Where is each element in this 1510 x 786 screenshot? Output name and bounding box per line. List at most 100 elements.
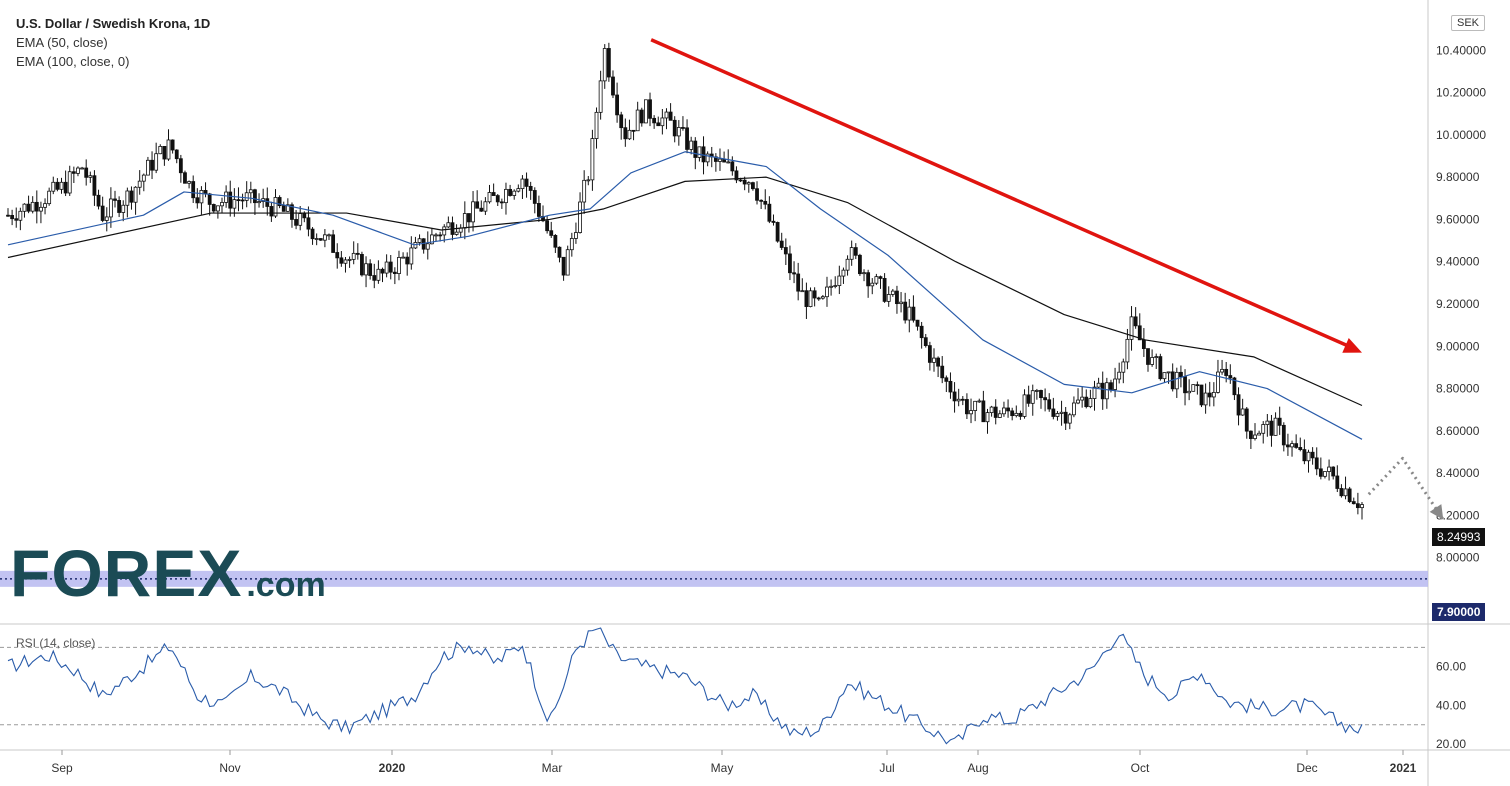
candle-body [561,256,566,276]
candle-body [598,80,603,113]
candle-body [1265,420,1270,425]
candle-body [30,201,35,212]
logo-suffix: .com [246,566,326,604]
candle-body [1331,466,1336,477]
candle-body [1232,377,1237,396]
candle-body [397,257,401,274]
candle-body [1191,384,1196,392]
price-tick-label: 8.60000 [1436,424,1480,438]
price-tick-label: 10.20000 [1436,86,1486,100]
candle-body [392,271,397,274]
candle-body [199,190,204,204]
candle-body [1207,392,1212,398]
candle-body [34,201,39,212]
candle-body [100,205,105,221]
candle-body [150,159,154,171]
candle-body [257,201,261,204]
candle-body [372,275,377,281]
currency-badge[interactable]: SEK [1451,15,1486,31]
candle-body [1343,488,1348,497]
candle-body [47,190,52,205]
candle-body [718,158,722,162]
candle-body [948,380,953,393]
candle-body [944,377,949,382]
time-tick-label: 2021 [1390,761,1417,775]
time-tick-label: Mar [542,761,563,775]
candle-body [1133,316,1138,327]
candle-body [940,365,945,379]
candle-body [911,306,916,321]
candle-body [117,200,122,213]
candle-body [429,234,434,245]
candle-body [660,117,665,127]
time-tick-label: Aug [967,761,988,775]
candle-body [816,297,821,300]
candle-body [681,127,685,129]
candle-body [1030,390,1035,404]
candle-body [290,204,294,220]
candle-body [187,181,191,184]
candle-body [878,276,883,279]
candle-body [969,410,973,415]
candle-body [232,199,237,209]
candle-body [1109,382,1113,390]
candle-body [775,222,780,242]
candle-body [578,201,582,233]
candle-body [837,275,842,286]
candle-body [92,175,97,196]
candle-body [845,258,850,271]
candle-body [1100,382,1105,400]
chart-legend: U.S. Dollar / Swedish Krona, 1D EMA (50,… [16,14,210,71]
candle-body [1351,501,1356,505]
candle-body [14,218,19,221]
candle-body [51,181,56,192]
candle-body [627,129,632,140]
candle-body [1286,444,1290,448]
candle-body [1092,386,1097,399]
candle-body [113,198,117,201]
price-tick-label: 9.60000 [1436,212,1480,226]
candle-body [742,179,747,185]
time-tick-label: Oct [1131,761,1150,775]
candle-body [364,263,368,276]
candle-body [314,238,319,240]
candle-body [882,278,887,302]
candle-body [1253,434,1257,439]
candle-body [170,139,175,151]
candle-body [820,296,825,299]
candle-body [1360,504,1364,509]
candle-body [985,412,990,423]
candle-body [1183,376,1187,394]
candle-body [327,234,331,237]
candle-body [1323,471,1327,477]
candle-body [22,203,27,212]
downtrend-arrow-line [650,38,1353,350]
candle-body [479,207,484,212]
candle-body [508,188,512,196]
ema50-label: EMA (50, close) [16,35,108,50]
candle-body [812,290,817,299]
candle-body [1314,457,1319,470]
candle-body [862,272,866,275]
candle-body [335,252,340,259]
candle-body [63,181,68,194]
candle-body [1174,371,1179,390]
time-tick-label: 2020 [379,761,406,775]
candle-body [903,301,908,321]
candle-body [1162,372,1167,380]
candle-body [528,185,533,191]
candle-body [158,146,163,155]
candle-body [1298,447,1303,450]
candle-body [767,203,772,222]
candle-body [1327,466,1331,472]
candle-body [1059,411,1064,414]
candle-body [88,175,93,178]
candle-body [125,190,130,206]
candle-body [746,182,751,185]
candle-body [146,159,150,176]
candle-body [1294,443,1299,448]
candle-body [648,99,652,119]
candle-body [499,201,504,204]
candle-body [1269,420,1274,436]
